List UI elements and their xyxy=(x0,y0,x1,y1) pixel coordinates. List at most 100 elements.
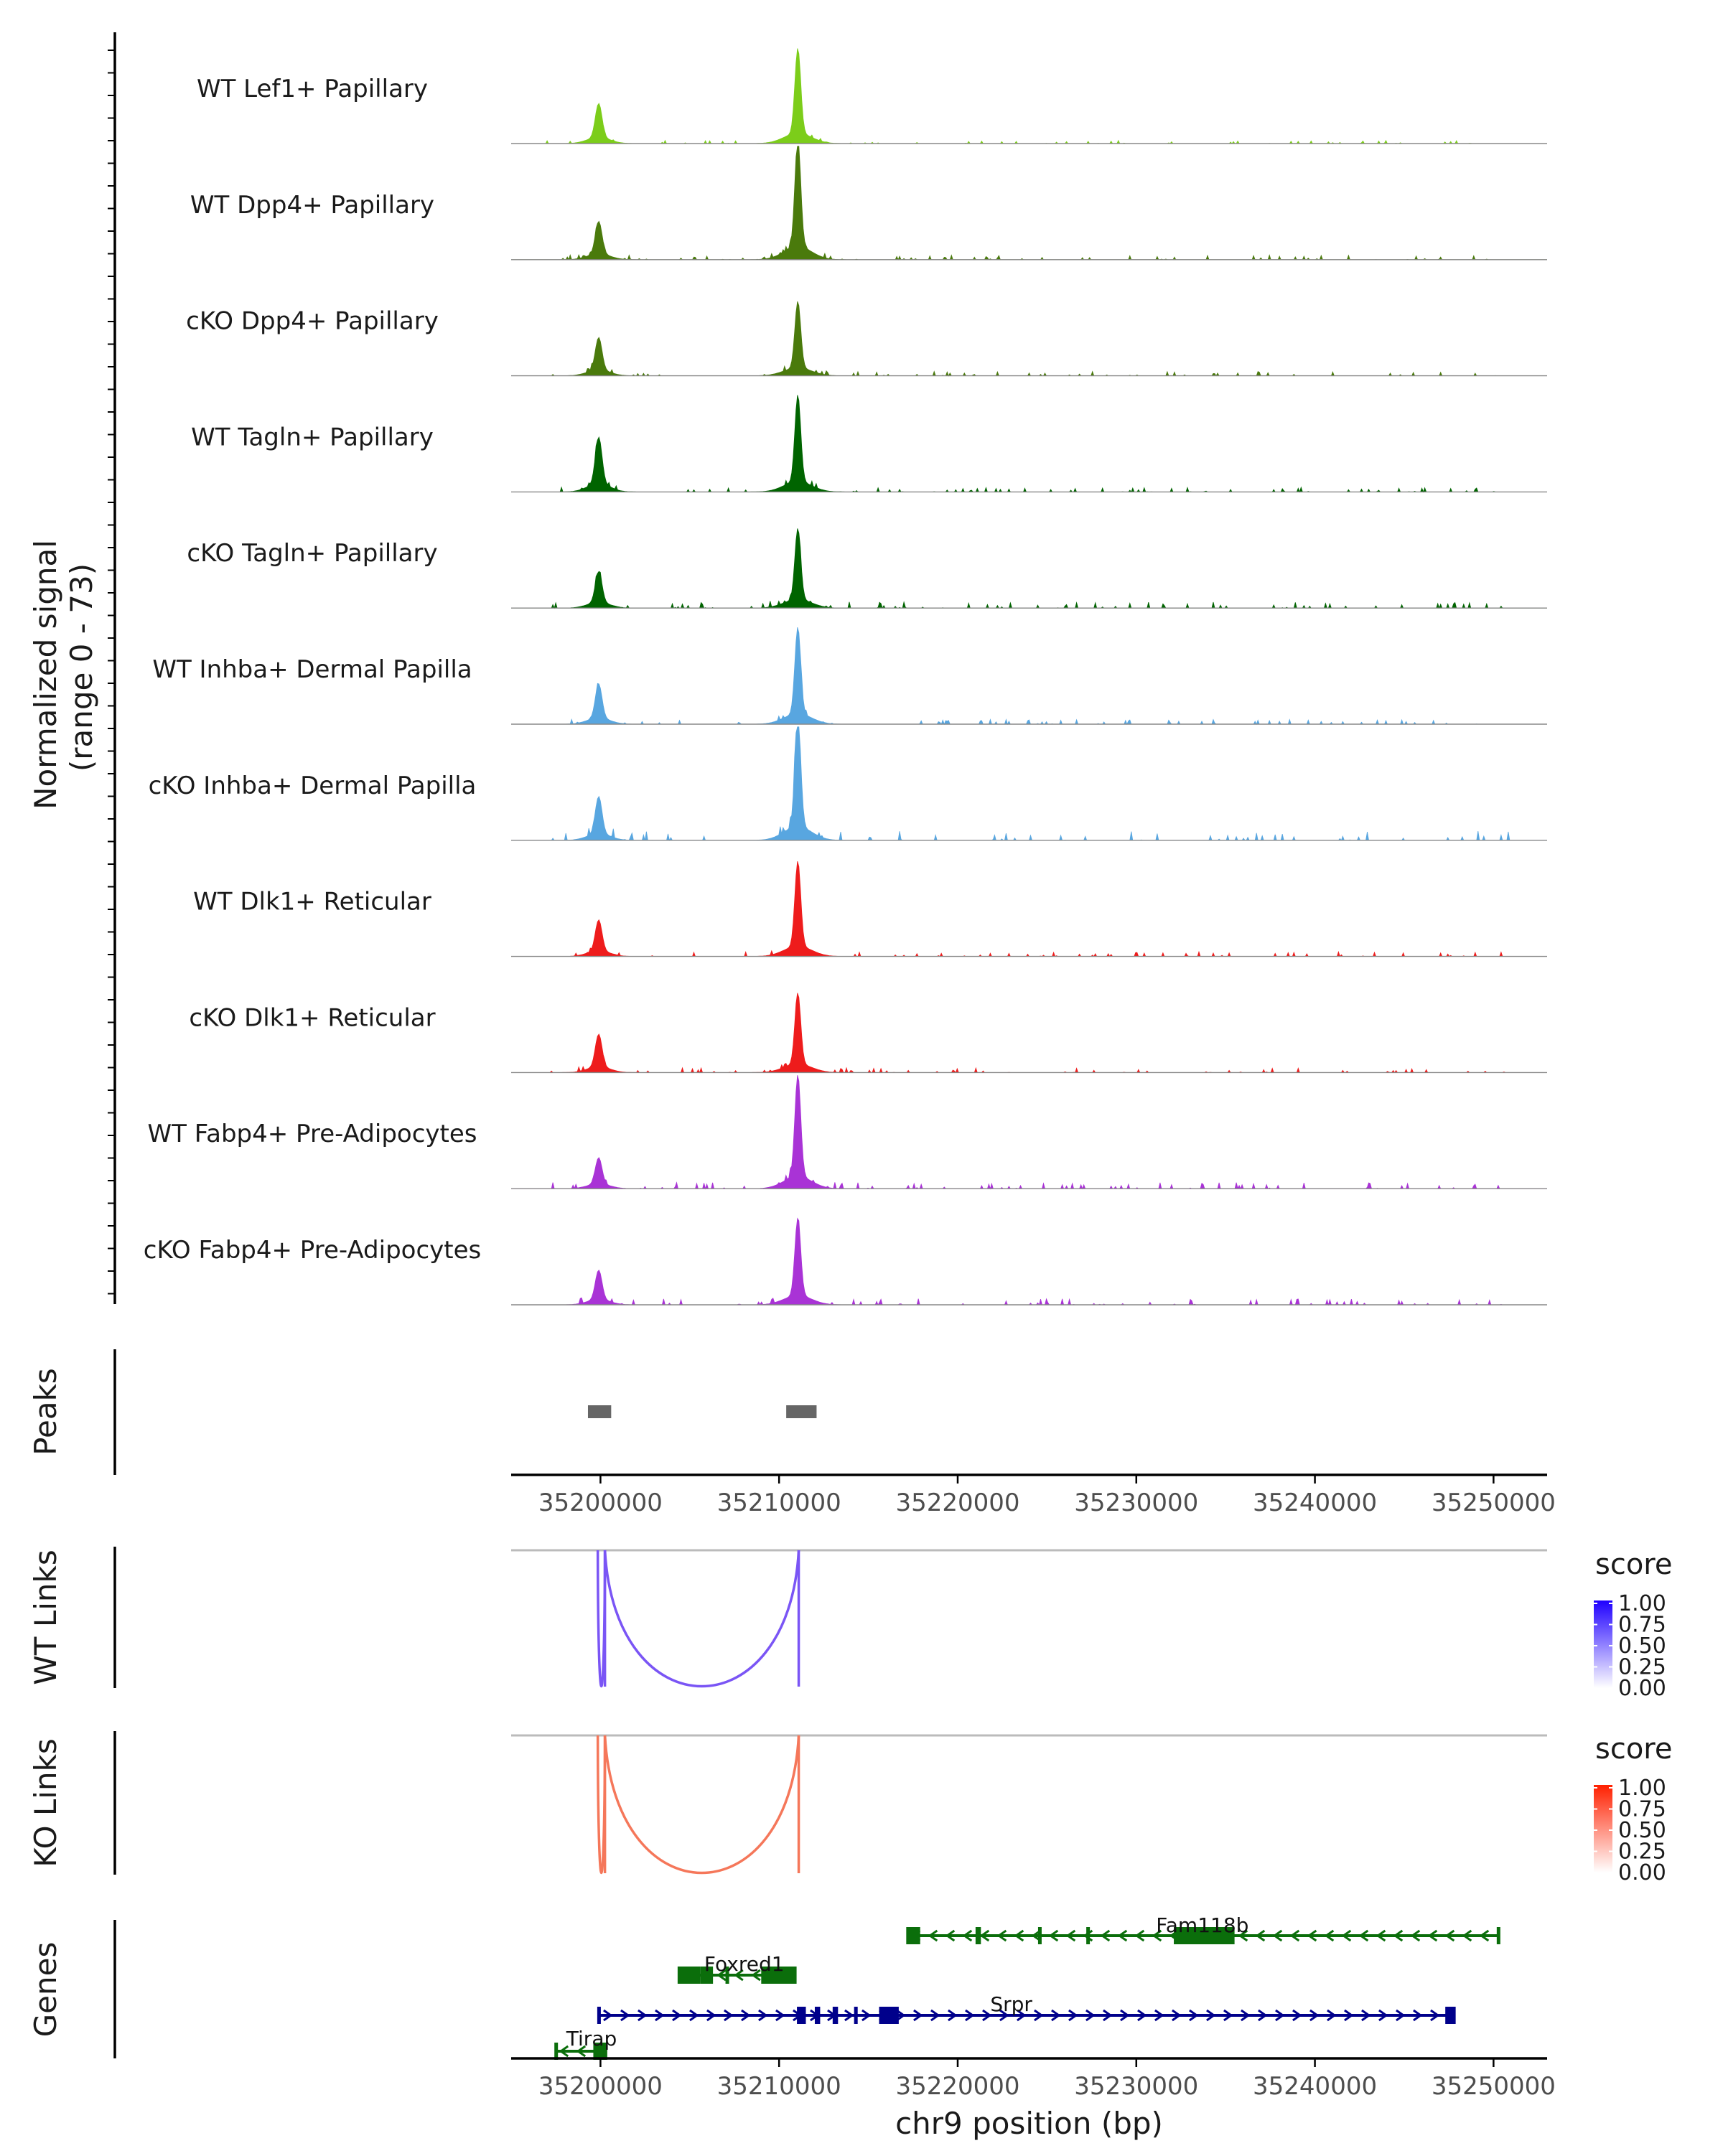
strand-chevron xyxy=(1051,2009,1061,2022)
strand-chevron xyxy=(1410,1929,1421,1942)
coverage-track: WT Lef1+ Papillary xyxy=(197,48,1547,144)
strand-chevron xyxy=(979,1929,990,1942)
gene-exon xyxy=(761,1967,795,1984)
track-label: WT Dlk1+ Reticular xyxy=(193,888,431,917)
links-track: WT Links score 1.000.750.500.250.00 xyxy=(28,1547,1672,1701)
gene-exon xyxy=(879,2007,899,2024)
strand-chevron xyxy=(948,2009,958,2022)
strand-chevron xyxy=(1393,1929,1404,1942)
strand-chevron xyxy=(751,1969,761,1982)
coverage-track: WT Dlk1+ Reticular xyxy=(193,861,1547,957)
coverage-track: WT Dpp4+ Papillary xyxy=(190,146,1547,261)
x-tick-label: 35240000 xyxy=(1253,1489,1377,1517)
legend-tick-label: 0.25 xyxy=(1618,1839,1666,1865)
genes-label: Genes xyxy=(28,1942,63,2038)
gene-end-cap xyxy=(554,2043,559,2060)
strand-chevron xyxy=(1396,2009,1406,2022)
strand-chevron xyxy=(1378,2009,1388,2022)
strand-chevron xyxy=(896,2009,906,2022)
strand-chevron xyxy=(672,2009,682,2022)
coverage-area xyxy=(511,528,1547,609)
strand-chevron xyxy=(638,2009,648,2022)
track-label: cKO Tagln+ Papillary xyxy=(187,539,437,568)
x-tick-label: 35210000 xyxy=(717,2072,841,2101)
legend-tick-label: 0.75 xyxy=(1618,1613,1666,1638)
links-label: KO Links xyxy=(28,1738,63,1867)
strand-chevron xyxy=(758,2009,768,2022)
coverage-track: cKO Inhba+ Dermal Papilla xyxy=(149,726,1547,841)
strand-chevron xyxy=(1344,2009,1354,2022)
score-legend: score 1.000.750.500.250.00 xyxy=(1594,1548,1672,1701)
strand-chevron xyxy=(576,2045,587,2058)
strand-chevron xyxy=(930,2009,940,2022)
coverage-area xyxy=(511,146,1547,261)
peak-region xyxy=(786,1405,817,1418)
strand-chevron xyxy=(1444,1929,1455,1942)
gene-exon xyxy=(832,2007,839,2024)
strand-chevron xyxy=(1272,1929,1283,1942)
links-track: KO Links score 1.000.750.500.250.00 xyxy=(28,1731,1672,1885)
gene-end-cap xyxy=(906,1927,910,1944)
gene-end-cap xyxy=(597,2007,601,2024)
strand-chevron xyxy=(1361,2009,1371,2022)
strand-chevron xyxy=(913,2009,923,2022)
coverage-area xyxy=(511,1075,1547,1190)
coverage-area xyxy=(511,395,1547,493)
strand-chevron xyxy=(559,2045,569,2058)
strand-chevron xyxy=(1427,1929,1438,1942)
coverage-track: WT Inhba+ Dermal Papilla xyxy=(152,627,1547,726)
strand-chevron xyxy=(1189,2009,1199,2022)
track-label: cKO Dpp4+ Papillary xyxy=(186,307,439,336)
track-label: WT Inhba+ Dermal Papilla xyxy=(152,655,472,684)
strand-chevron xyxy=(1172,2009,1182,2022)
strand-chevron xyxy=(1324,1929,1335,1942)
strand-chevron xyxy=(1014,1929,1024,1942)
strand-chevron xyxy=(716,1969,727,1982)
strand-chevron xyxy=(1275,2009,1285,2022)
strand-chevron xyxy=(996,1929,1007,1942)
x-tick-label: 35250000 xyxy=(1432,1489,1556,1517)
strand-chevron xyxy=(1341,1929,1352,1942)
link-arc xyxy=(603,1735,800,1875)
coverage-area xyxy=(511,627,1547,726)
strand-chevron xyxy=(734,1969,744,1982)
strand-chevron xyxy=(982,2009,992,2022)
gene-exon xyxy=(975,1927,981,1944)
strand-chevron xyxy=(1137,2009,1147,2022)
coverage-area xyxy=(511,48,1547,144)
track-label: cKO Inhba+ Dermal Papilla xyxy=(149,772,477,800)
strand-chevron xyxy=(962,1929,973,1942)
legend-tick-label: 0.25 xyxy=(1618,1655,1666,1680)
strand-chevron xyxy=(603,2009,613,2022)
strand-chevron xyxy=(775,2009,785,2022)
strand-chevron xyxy=(1154,2009,1164,2022)
strand-chevron xyxy=(1068,2009,1078,2022)
coverage-y-label: Normalized signal xyxy=(28,540,63,810)
strand-chevron xyxy=(965,2009,975,2022)
strand-chevron xyxy=(689,2009,699,2022)
coverage-area xyxy=(511,993,1547,1074)
strand-chevron xyxy=(862,2009,872,2022)
gene-exon xyxy=(1086,1927,1091,1944)
coverage-track: cKO Dpp4+ Papillary xyxy=(186,301,1547,377)
x-tick-label: 35250000 xyxy=(1432,2072,1556,2101)
x-tick-label: 35230000 xyxy=(1074,1489,1198,1517)
peak-region xyxy=(587,1405,612,1418)
gene-exon xyxy=(593,2043,606,2060)
strand-chevron xyxy=(1327,2009,1337,2022)
strand-chevron xyxy=(844,2009,854,2022)
gene-name: Srpr xyxy=(990,1992,1032,2016)
strand-chevron xyxy=(1358,1929,1369,1942)
gene-exon xyxy=(725,1967,729,1984)
strand-chevron xyxy=(1103,2009,1113,2022)
strand-chevron xyxy=(928,1929,938,1942)
gene-end-cap xyxy=(603,2043,607,2060)
coverage-track: cKO Dlk1+ Reticular xyxy=(189,993,1547,1074)
strand-chevron xyxy=(1100,1929,1111,1942)
strand-chevron xyxy=(620,2009,630,2022)
gene-end-cap xyxy=(1452,2007,1456,2024)
strand-chevron xyxy=(1307,1929,1317,1942)
gene-exon xyxy=(1037,1927,1042,1944)
strand-chevron xyxy=(1120,2009,1130,2022)
